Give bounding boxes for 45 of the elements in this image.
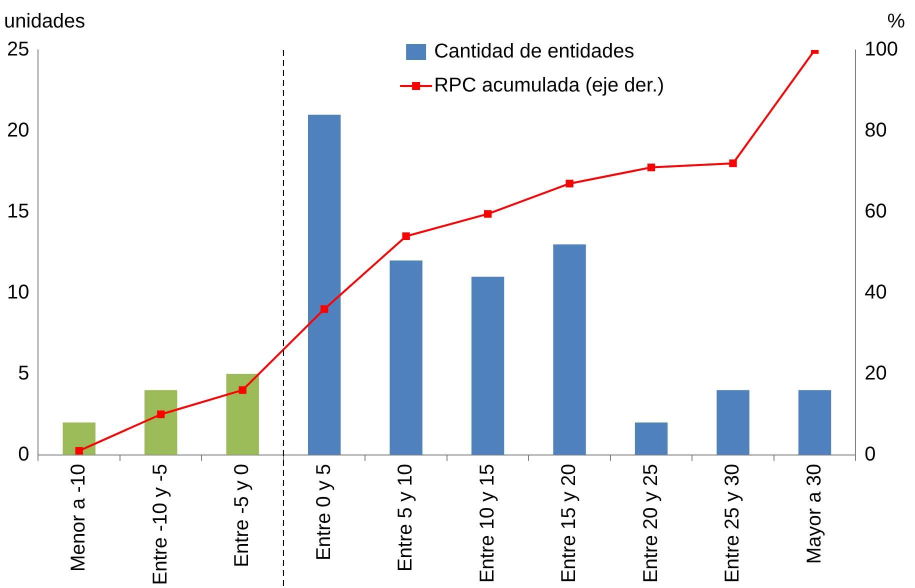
bar [716,390,750,455]
legend-label: RPC acumulada (eje der.) [434,74,664,97]
bar [144,390,178,455]
x-tick-label: Entre 10 y 15 [476,464,498,583]
point [238,386,246,394]
y-tick-label: 0 [18,443,30,466]
point [566,180,574,188]
bar [308,114,341,455]
y2-tick-label: 20 [864,362,887,384]
x-tick-label: Entre -10 y -5 [149,464,172,586]
bar [553,244,586,455]
y-tick-label: 10 [6,281,30,304]
y2-tick-label: 0 [864,443,876,466]
point [402,232,410,240]
x-tick-label: Entre 15 y 20 [558,464,580,583]
bar [471,276,504,455]
bar [390,260,422,455]
point [320,305,328,313]
point [157,410,165,418]
y-tick-label: 5 [18,362,30,384]
y2-axis-title: % [887,10,906,33]
x-tick-label: Entre 5 y 10 [394,464,417,572]
y2-tick-label: 100 [864,38,898,61]
y2-tick-label: 40 [864,281,887,304]
y2-tick-label: 60 [864,200,887,222]
x-tick-label: Entre 20 y 25 [640,464,662,583]
bar [798,390,832,455]
x-tick-label: Menor a -10 [68,464,90,572]
bar [226,374,259,455]
point [75,446,83,455]
y-tick-label: 15 [6,200,30,222]
y2-tick-label: 80 [864,119,887,142]
bar [62,422,96,455]
legend-label: Cantidad de entidades [434,40,634,63]
bar [634,422,668,455]
y-axis-title: unidades [4,10,86,33]
y-tick-label: 25 [6,38,30,61]
point [647,164,656,172]
x-tick-label: Entre -5 y 0 [231,464,254,568]
x-tick-label: Entre 25 y 30 [722,464,744,583]
y-tick-label: 20 [6,119,30,142]
x-tick-label: Mayor a 30 [803,464,826,564]
point [484,210,492,218]
point [729,160,737,168]
x-tick-label: Entre 0 y 5 [312,464,335,561]
